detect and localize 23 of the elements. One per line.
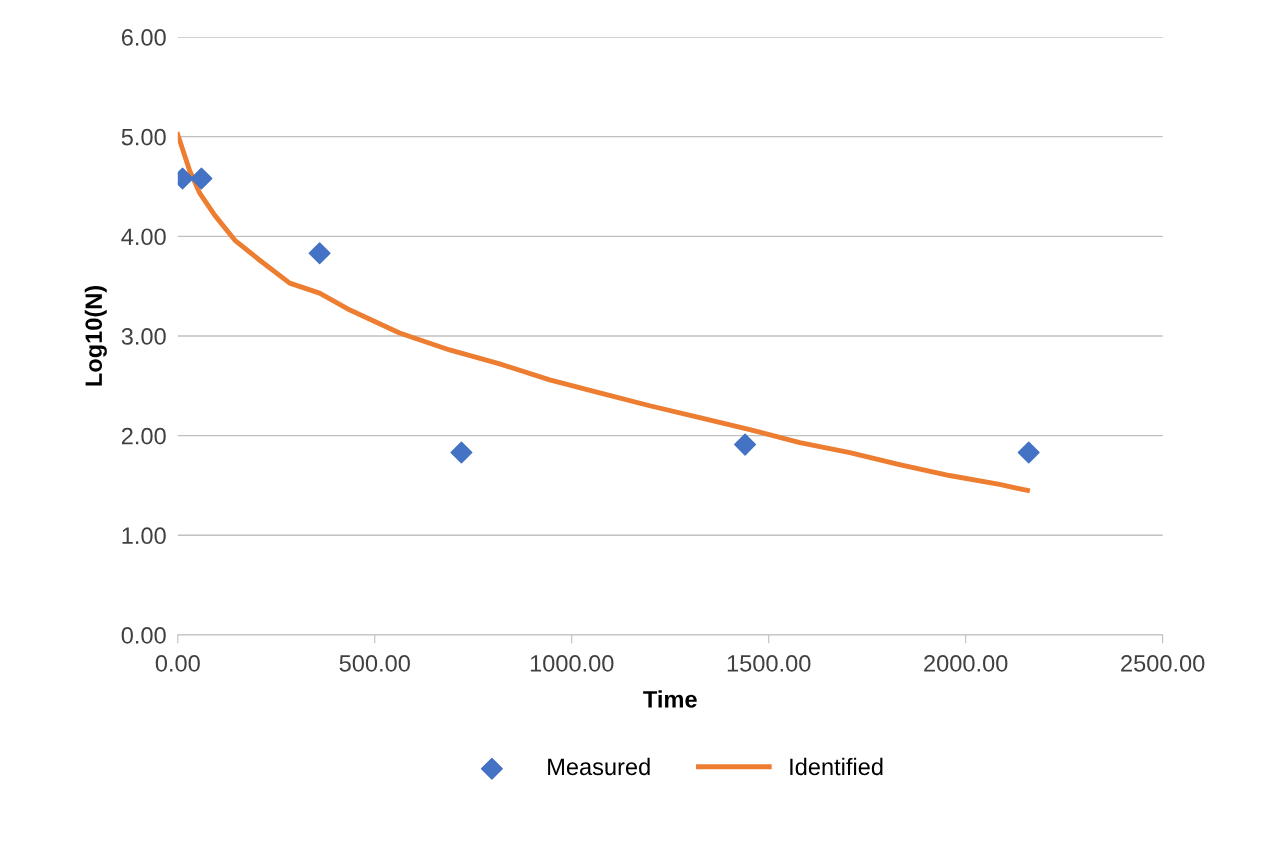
y-tick-label: 5.00	[121, 128, 166, 146]
y-tick-label: 4.00	[121, 228, 166, 246]
y-tick-label: 1.00	[122, 527, 166, 545]
y-tick-label: 0.00	[121, 627, 166, 644]
y-axis-title: Log10(N)	[84, 286, 107, 386]
x-tick-label: 500.00	[339, 655, 410, 672]
legend-label: Identified	[790, 757, 883, 776]
point	[734, 433, 757, 456]
x-tick-label: 0.00	[155, 655, 200, 672]
x-tick-label: 1500.00	[727, 655, 811, 672]
x-tick-label: 1000.00	[530, 655, 614, 672]
line-series	[177, 132, 1030, 493]
point	[190, 167, 213, 190]
x-tick-label: 2500.00	[1121, 655, 1205, 672]
point	[450, 441, 473, 464]
point	[308, 242, 331, 265]
y-tick-label: 3.00	[121, 328, 166, 345]
legend-label: Measured	[548, 757, 650, 776]
y-tick-label: 6.00	[121, 29, 166, 46]
x-axis-title: Time	[643, 690, 697, 708]
point	[1017, 441, 1040, 464]
x-tick-label: 2000.00	[924, 655, 1008, 672]
y-tick-label: 2.00	[121, 427, 166, 445]
